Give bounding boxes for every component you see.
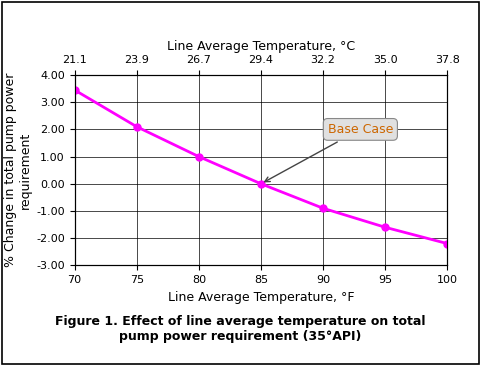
X-axis label: Line Average Temperature, °C: Line Average Temperature, °C xyxy=(167,40,354,53)
Y-axis label: % Change in total pump power
requirement: % Change in total pump power requirement xyxy=(4,73,32,268)
X-axis label: Line Average Temperature, °F: Line Average Temperature, °F xyxy=(168,291,353,304)
Text: Base Case: Base Case xyxy=(264,123,392,182)
Text: Figure 1. Effect of line average temperature on total
pump power requirement (35: Figure 1. Effect of line average tempera… xyxy=(55,315,425,343)
